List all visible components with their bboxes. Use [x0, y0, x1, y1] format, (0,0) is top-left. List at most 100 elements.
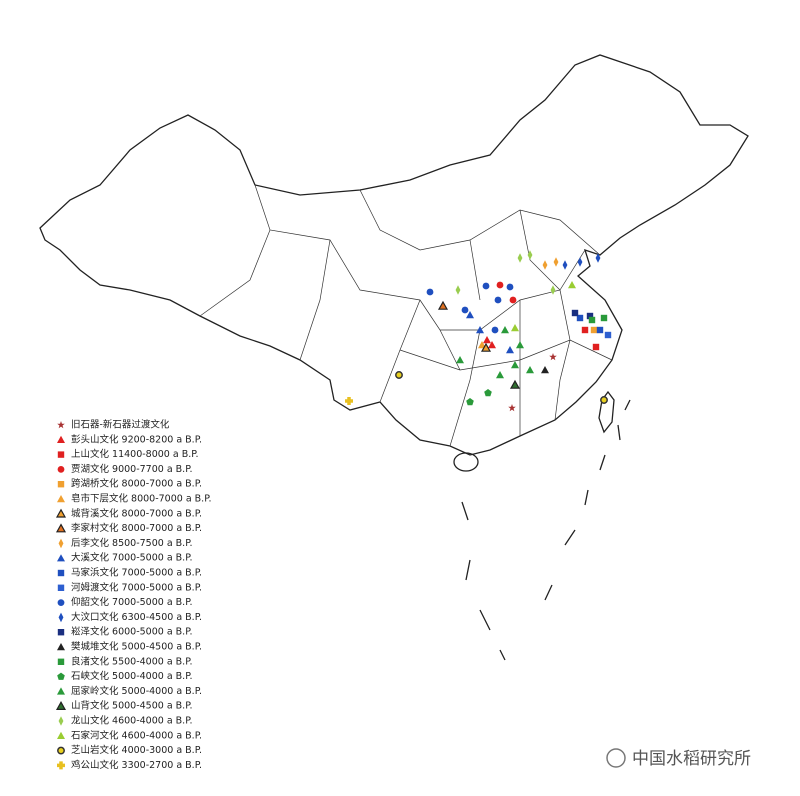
marker-diamond [455, 285, 461, 295]
legend-label: 后李文化 8500-7500 a B.P. [71, 537, 192, 549]
legend-label: 旧石器-新石器过渡文化 [71, 419, 170, 431]
marker-circle [494, 296, 502, 304]
marker-triangle [541, 366, 549, 374]
marker-diamond [550, 285, 556, 295]
legend-label: 跨湖桥文化 8000-7000 a B.P. [71, 478, 202, 490]
legend-label: 彭头山文化 9200-8200 a B.P. [71, 433, 202, 445]
marker-triangle [57, 435, 65, 443]
marker-triangle [55, 523, 67, 533]
legend-label: 鸡公山文化 3300-2700 a B.P. [71, 759, 202, 771]
marker-triangle [483, 336, 491, 344]
marker-square [57, 481, 65, 488]
marker-triangle [466, 311, 474, 319]
south-sea-dashes [461, 399, 631, 661]
marker-triangle [55, 508, 67, 518]
marker-circle [426, 288, 434, 296]
marker-circle [461, 306, 469, 314]
legend-label: 贾湖文化 9000-7700 a B.P. [71, 463, 192, 475]
marker-ring [600, 396, 608, 404]
marker-triangle [511, 324, 519, 332]
marker-ring [395, 371, 403, 379]
marker-star [549, 353, 557, 361]
marker-triangle [568, 281, 576, 289]
marker-cross [57, 761, 65, 770]
marker-triangle [437, 300, 449, 310]
marker-triangle [456, 356, 464, 364]
province-borders [199, 184, 613, 447]
marker-triangle [55, 700, 67, 711]
marker-square [57, 629, 65, 636]
legend-label: 芝山岩文化 4000-3000 a B.P. [71, 744, 202, 756]
marker-pentagon [484, 389, 492, 397]
marker-square [590, 326, 598, 334]
marker-diamond [517, 253, 523, 263]
marker-triangle [506, 346, 514, 354]
marker-triangle [480, 342, 492, 352]
marker-square [586, 312, 594, 320]
marker-square [571, 309, 579, 317]
legend-label: 龙山文化 4600-4000 a B.P. [71, 715, 192, 727]
legend-label: 大溪文化 7000-5000 a B.P. [71, 552, 192, 564]
legend-label: 河姆渡文化 7000-5000 a B.P. [71, 581, 202, 593]
marker-triangle [501, 326, 509, 334]
marker-circle [509, 296, 517, 304]
legend-label: 石家河文化 4600-4000 a B.P. [71, 729, 202, 741]
marker-diamond [595, 253, 601, 263]
marker-circle [491, 326, 499, 334]
marker-pentagon [57, 672, 65, 680]
marker-circle [57, 466, 65, 473]
legend-label: 大汶口文化 6300-4500 a B.P. [71, 611, 202, 623]
marker-square [57, 569, 65, 577]
marker-cross [345, 397, 353, 405]
marker-square [596, 326, 604, 334]
watermark: 中国水稻研究所 [606, 748, 751, 769]
marker-square [581, 326, 589, 334]
marker-square [576, 314, 584, 322]
marker-triangle [509, 379, 521, 389]
legend-label: 仰韶文化 7000-5000 a B.P. [71, 596, 192, 608]
marker-triangle [526, 366, 534, 374]
watermark-icon [606, 748, 626, 768]
marker-diamond [542, 260, 548, 270]
marker-ring [57, 746, 65, 755]
legend-label: 良渚文化 5500-4000 a B.P. [71, 655, 192, 667]
marker-star [57, 421, 65, 429]
marker-square [604, 331, 612, 339]
marker-triangle [488, 341, 496, 349]
marker-square [588, 316, 596, 324]
marker-circle [57, 599, 65, 606]
marker-diamond [562, 260, 568, 270]
legend-label: 山背文化 5000-4500 a B.P. [71, 700, 192, 712]
watermark-text: 中国水稻研究所 [632, 749, 751, 769]
marker-diamond [58, 716, 64, 726]
marker-diamond [58, 612, 64, 623]
legend-label: 樊城堆文化 5000-4500 a B.P. [71, 641, 202, 653]
marker-triangle [57, 643, 65, 651]
marker-triangle [57, 731, 65, 739]
legend-label: 李家村文化 8000-7000 a B.P. [71, 522, 202, 534]
marker-diamond [553, 257, 559, 267]
hainan [453, 452, 479, 472]
marker-circle [496, 281, 504, 289]
legend-label: 城背溪文化 8000-7000 a B.P. [71, 507, 202, 519]
legend-label: 皂市下层文化 8000-7000 a B.P. [71, 493, 211, 505]
marker-triangle [496, 371, 504, 379]
marker-triangle [57, 687, 65, 695]
site-markers [345, 250, 612, 412]
marker-pentagon [466, 398, 474, 406]
marker-triangle [511, 361, 519, 369]
marker-star [508, 404, 516, 412]
marker-square [592, 343, 600, 351]
marker-diamond [527, 250, 533, 260]
legend-label: 石峡文化 5000-4000 a B.P. [71, 670, 192, 682]
marker-square [57, 658, 65, 665]
marker-circle [482, 282, 490, 290]
marker-diamond [577, 257, 583, 267]
marker-diamond [58, 538, 64, 549]
marker-triangle [516, 341, 524, 349]
legend-label: 马家浜文化 7000-5000 a B.P. [71, 567, 202, 579]
marker-triangle [57, 495, 65, 503]
